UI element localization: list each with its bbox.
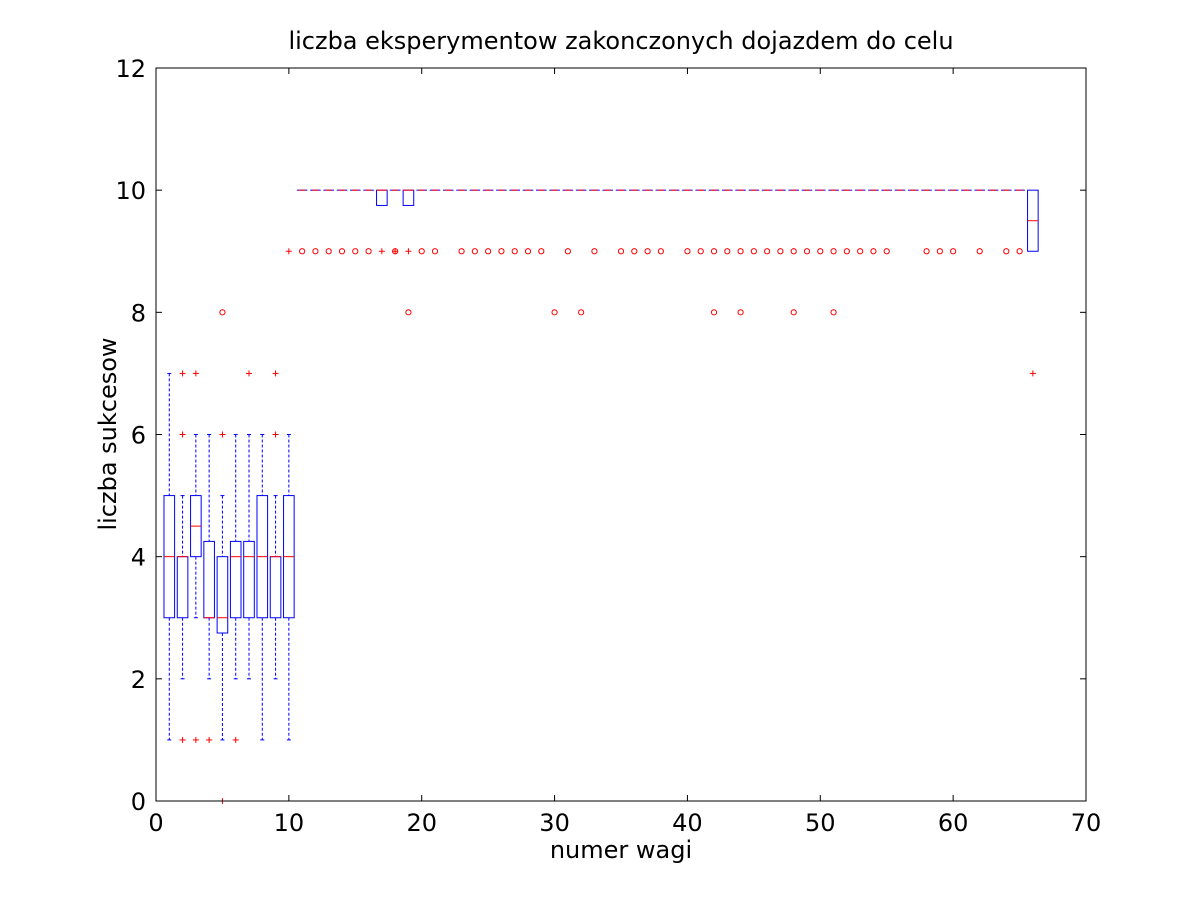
outlier-circle	[631, 248, 638, 255]
outlier-plus	[285, 248, 292, 255]
outlier-plus	[219, 431, 226, 438]
outlier-plus	[206, 736, 213, 743]
outlier-circle	[1016, 248, 1023, 255]
outlier-circle	[790, 309, 797, 316]
outlier-circle	[936, 248, 943, 255]
outlier-circle	[538, 248, 545, 255]
axes-frame	[155, 67, 1087, 802]
outlier-circle	[578, 309, 585, 316]
plot-frame	[155, 67, 1087, 802]
outlier-circle	[764, 248, 771, 255]
y-axis-label: liczba sukcesow	[94, 337, 122, 530]
outlier-circle	[431, 248, 439, 255]
y-tick-label: 0	[131, 788, 146, 816]
outlier-circle	[564, 248, 571, 255]
box-body	[203, 540, 215, 619]
x-tick-label: 60	[938, 809, 969, 837]
outlier-circle	[830, 248, 837, 255]
outlier-plus	[246, 370, 252, 377]
outlier-plus	[1029, 370, 1036, 377]
outlier-circle	[857, 248, 864, 255]
outlier-circle	[923, 248, 930, 255]
box-body	[176, 556, 189, 619]
outlier-circle	[418, 248, 425, 255]
outlier-plus	[378, 248, 385, 255]
y-tick-label: 8	[131, 299, 146, 327]
x-tick-label: 0	[148, 809, 163, 837]
outlier-circle	[644, 248, 651, 255]
outlier-circle	[617, 248, 625, 255]
outlier-circle	[697, 248, 704, 255]
outlier-circle	[803, 248, 811, 255]
box-body	[243, 540, 255, 619]
outlier-circle	[405, 309, 412, 316]
outlier-circle	[338, 248, 346, 255]
outlier-circle	[830, 309, 837, 316]
outlier-circle	[870, 248, 877, 255]
outlier-plus	[179, 431, 186, 438]
plot-area	[163, 189, 1039, 804]
outlier-circle	[365, 248, 372, 255]
box-body	[229, 540, 242, 619]
outlier-plus	[192, 370, 199, 377]
outlier-plus	[192, 736, 199, 743]
outlier-circle	[312, 248, 319, 255]
box-body	[269, 556, 282, 619]
outlier-plus	[272, 431, 279, 438]
chart-title: liczba eksperymentow zakonczonych dojazd…	[288, 27, 953, 55]
outlier-circle	[817, 248, 824, 255]
outlier-circle	[684, 248, 691, 255]
outlier-circle	[790, 248, 797, 255]
outlier-circle	[710, 248, 718, 255]
outlier-circle	[750, 248, 757, 255]
outlier-circle	[1003, 248, 1010, 255]
y-tick-label: 2	[131, 666, 146, 694]
y-tick-label: 4	[131, 544, 146, 572]
outlier-plus	[392, 248, 399, 255]
outlier-circle	[485, 248, 492, 255]
outlier-circle	[737, 248, 744, 255]
outlier-circle	[591, 248, 598, 255]
outlier-circle	[299, 248, 306, 255]
outlier-circle	[710, 309, 718, 316]
x-tick-label: 20	[406, 809, 437, 837]
outlier-plus	[232, 736, 239, 743]
outlier-plus	[179, 736, 186, 743]
outlier-circle	[551, 309, 558, 316]
axis-ticks: 0 10 20 30 40 50 60 70 0 2 4 6 8 10 12	[115, 55, 1101, 837]
outlier-circle	[392, 248, 399, 255]
x-tick-label: 70	[1071, 809, 1102, 837]
y-tick-label: 10	[115, 177, 146, 205]
x-tick-label: 10	[274, 809, 305, 837]
y-tick-label: 12	[115, 55, 146, 83]
outlier-plus	[405, 248, 412, 255]
x-tick-label: 30	[539, 809, 570, 837]
outlier-circle	[498, 248, 505, 255]
outlier-circle	[883, 248, 890, 255]
outlier-circle	[976, 248, 983, 255]
outlier-circle	[777, 248, 784, 255]
outlier-circle	[511, 248, 518, 255]
outlier-circle	[471, 248, 478, 255]
x-tick-label: 50	[805, 809, 836, 837]
outlier-plus	[272, 370, 279, 377]
outlier-circle	[219, 309, 226, 316]
outlier-circle	[352, 248, 359, 255]
outlier-circle	[458, 248, 465, 255]
outlier-circle	[843, 248, 850, 255]
box-body	[376, 189, 388, 206]
outlier-circle	[657, 248, 664, 255]
outlier-circle	[950, 248, 957, 255]
box-body	[216, 556, 229, 634]
outlier-circle	[737, 309, 744, 316]
outlier-plus	[179, 370, 186, 377]
outlier-circle	[724, 248, 731, 255]
outlier-circle	[325, 248, 332, 255]
box-body	[402, 189, 415, 206]
x-axis-label: numer wagi	[550, 836, 692, 864]
x-tick-label: 40	[672, 809, 703, 837]
y-tick-label: 6	[131, 422, 146, 450]
outlier-circle	[524, 248, 532, 255]
